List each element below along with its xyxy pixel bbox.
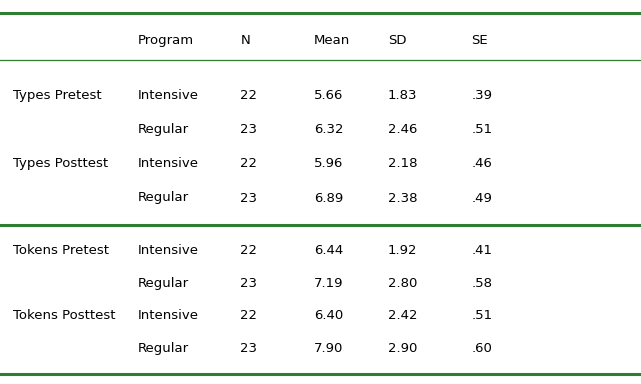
Text: 22: 22 bbox=[240, 310, 258, 322]
Text: 7.19: 7.19 bbox=[314, 277, 344, 290]
Text: 2.38: 2.38 bbox=[388, 192, 417, 205]
Text: Regular: Regular bbox=[138, 192, 189, 205]
Text: 22: 22 bbox=[240, 157, 258, 170]
Text: 2.80: 2.80 bbox=[388, 277, 417, 290]
Text: .60: .60 bbox=[471, 342, 492, 355]
Text: Intensive: Intensive bbox=[138, 89, 199, 102]
Text: Types Pretest: Types Pretest bbox=[13, 89, 101, 102]
Text: .51: .51 bbox=[471, 123, 492, 136]
Text: Intensive: Intensive bbox=[138, 157, 199, 170]
Text: 2.46: 2.46 bbox=[388, 123, 417, 136]
Text: 1.92: 1.92 bbox=[388, 244, 417, 257]
Text: 7.90: 7.90 bbox=[314, 342, 344, 355]
Text: 2.90: 2.90 bbox=[388, 342, 417, 355]
Text: Regular: Regular bbox=[138, 277, 189, 290]
Text: Intensive: Intensive bbox=[138, 310, 199, 322]
Text: 2.18: 2.18 bbox=[388, 157, 417, 170]
Text: Tokens Posttest: Tokens Posttest bbox=[13, 310, 115, 322]
Text: 2.42: 2.42 bbox=[388, 310, 417, 322]
Text: Mean: Mean bbox=[314, 34, 351, 47]
Text: SE: SE bbox=[471, 34, 488, 47]
Text: Tokens Pretest: Tokens Pretest bbox=[13, 244, 109, 257]
Text: .39: .39 bbox=[471, 89, 492, 102]
Text: .41: .41 bbox=[471, 244, 492, 257]
Text: 1.83: 1.83 bbox=[388, 89, 417, 102]
Text: .58: .58 bbox=[471, 277, 492, 290]
Text: Regular: Regular bbox=[138, 342, 189, 355]
Text: Types Posttest: Types Posttest bbox=[13, 157, 108, 170]
Text: 23: 23 bbox=[240, 277, 258, 290]
Text: 23: 23 bbox=[240, 192, 258, 205]
Text: .46: .46 bbox=[471, 157, 492, 170]
Text: 22: 22 bbox=[240, 89, 258, 102]
Text: Intensive: Intensive bbox=[138, 244, 199, 257]
Text: 6.40: 6.40 bbox=[314, 310, 344, 322]
Text: 23: 23 bbox=[240, 123, 258, 136]
Text: 23: 23 bbox=[240, 342, 258, 355]
Text: SD: SD bbox=[388, 34, 406, 47]
Text: 22: 22 bbox=[240, 244, 258, 257]
Text: Regular: Regular bbox=[138, 123, 189, 136]
Text: 6.32: 6.32 bbox=[314, 123, 344, 136]
Text: 5.66: 5.66 bbox=[314, 89, 344, 102]
Text: .49: .49 bbox=[471, 192, 492, 205]
Text: 6.89: 6.89 bbox=[314, 192, 344, 205]
Text: Program: Program bbox=[138, 34, 194, 47]
Text: 6.44: 6.44 bbox=[314, 244, 344, 257]
Text: .51: .51 bbox=[471, 310, 492, 322]
Text: N: N bbox=[240, 34, 250, 47]
Text: 5.96: 5.96 bbox=[314, 157, 344, 170]
